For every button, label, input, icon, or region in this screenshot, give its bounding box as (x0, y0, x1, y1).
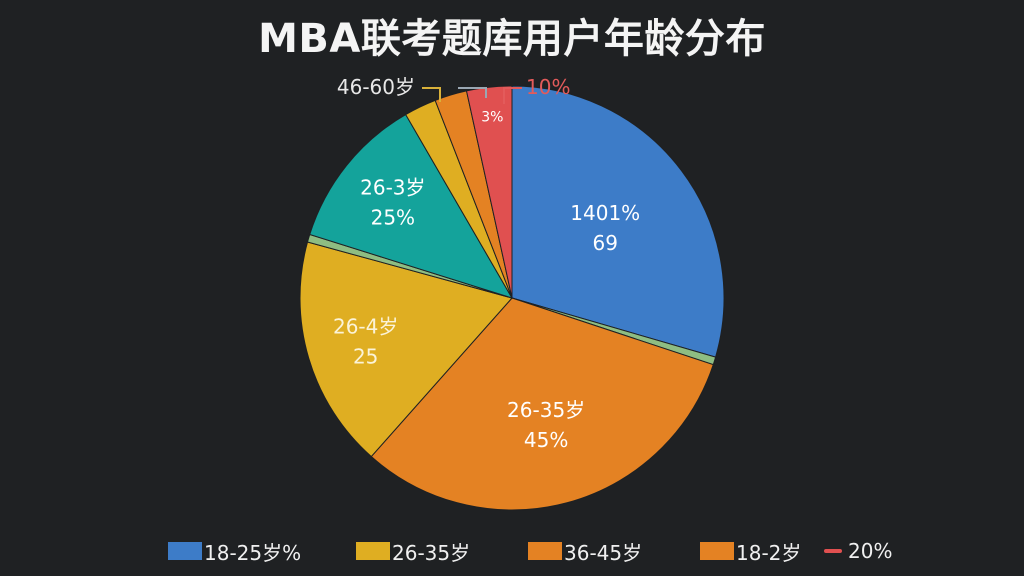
legend-label-2: 36-45岁 (564, 540, 643, 565)
leader-line-mid (458, 87, 487, 98)
pie-slice-2 (370, 297, 714, 511)
legend-item-1: 26-35岁 (356, 536, 470, 566)
slice-label-5-1: 25% (371, 206, 415, 230)
chart-legend: 18-25岁% 26-35岁 36-45岁 18-2岁 20% (0, 536, 1024, 566)
legend-swatch-0 (168, 542, 202, 560)
legend-label-4: 20% (848, 539, 893, 563)
legend-label-1: 26-35岁 (392, 540, 471, 565)
leader-line-10pct (503, 87, 522, 104)
slice-label-3-0: 26-4岁 (333, 314, 398, 338)
slice-label-0-1: 69 (593, 231, 618, 255)
chart-title: MBA联考题库用户年龄分布 (258, 16, 766, 62)
slice-label-5-0: 26-3岁 (360, 176, 425, 200)
legend-swatch-3 (700, 542, 734, 560)
legend-swatch-4 (824, 549, 842, 553)
pie-slice-0 (511, 85, 725, 358)
legend-item-4: 20% (824, 536, 892, 566)
slice-label-0-0: 1401% (570, 201, 640, 225)
slice-label-8-0: 3% (481, 110, 503, 126)
outer-label-46-60: 46-60岁 (337, 75, 415, 99)
slice-label-2-0: 26-35岁 (507, 398, 585, 422)
slice-label-3-1: 25 (353, 344, 378, 368)
legend-label-0: 18-25岁% (204, 540, 302, 565)
pie-slice-8 (465, 85, 513, 299)
legend-item-2: 36-45岁 (528, 536, 642, 566)
legend-item-3: 18-2岁 (700, 536, 801, 566)
pie-slice-5 (309, 113, 514, 299)
pie-slice-3 (299, 241, 513, 458)
leader-line-46-60 (422, 87, 441, 102)
legend-item-0: 18-25岁% (168, 536, 301, 566)
slice-label-2-1: 45% (524, 428, 568, 452)
legend-swatch-1 (356, 542, 390, 560)
outer-label-10pct: 10% (526, 75, 570, 99)
legend-swatch-2 (528, 542, 562, 560)
legend-label-3: 18-2岁 (736, 540, 802, 565)
